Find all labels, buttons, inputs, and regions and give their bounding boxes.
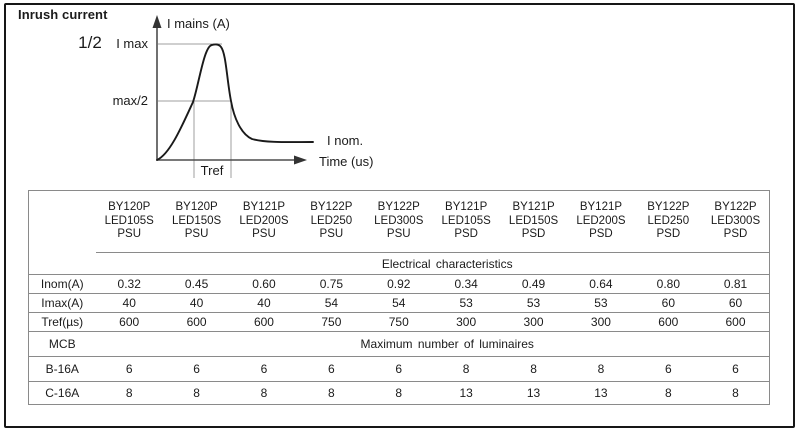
- table-cell: 8: [193, 386, 200, 400]
- table-cell: BY122P LED250 PSD: [634, 190, 703, 253]
- page-fraction-note: 1/2: [78, 33, 102, 52]
- inrush-current-chart: I mains (A) I max max/2 I nom. Time (us)…: [113, 15, 373, 178]
- table-cell: 13: [526, 386, 541, 400]
- table-row-tref: Tref(µs) 600 600 600 750 750 300 300 300 600 600: [28, 312, 770, 332]
- table-cell: 6: [634, 356, 703, 382]
- row-label-imax: Imax(A): [28, 293, 96, 313]
- table-cell: BY120P LED105S PSU: [95, 190, 163, 253]
- table-cell: 0.81: [702, 274, 770, 294]
- x-axis-arrowhead-icon: [294, 155, 307, 165]
- section-row-mcb: MCB Maximum number of luminaires: [28, 331, 770, 357]
- table-cell: 40: [230, 293, 298, 313]
- table-cell: 0.92: [365, 274, 433, 294]
- row-label-b16a: B-16A: [28, 356, 96, 382]
- row-label-tref: Tref(µs): [28, 312, 96, 332]
- table-cell: 0.45: [162, 274, 231, 294]
- table-cell: 60: [634, 293, 703, 313]
- table-cell: 6: [95, 356, 163, 382]
- table-cell: 0.64: [567, 274, 635, 294]
- table-cell: 8: [328, 386, 335, 400]
- table-cell: 54: [297, 293, 366, 313]
- table-row-inom: Inom(A) 0.32 0.45 0.60 0.75 0.92 0.34 0.49 0.64…: [28, 274, 770, 294]
- table-cell: 0.34: [432, 274, 500, 294]
- table-row-imax: Imax(A) 40 40 40 54 54 53 53 53 60 60: [28, 293, 770, 313]
- row-label-mcb: MCB: [28, 331, 96, 357]
- y-axis-label: I mains (A): [167, 16, 230, 31]
- section-row-electrical: Electrical characteristics: [28, 252, 770, 275]
- table-cell: 13: [459, 386, 473, 400]
- table-cell: 6: [365, 356, 433, 382]
- inom-label: I nom.: [327, 133, 363, 148]
- table-cell: BY121P LED105S PSD: [432, 190, 500, 253]
- table-cell: 53: [432, 293, 500, 313]
- x-axis-label: Time (us): [319, 154, 373, 169]
- table-cell: 0.75: [297, 274, 366, 294]
- table-cell: 54: [365, 293, 433, 313]
- table-cell: 8: [432, 356, 500, 382]
- table-cell: 750: [297, 312, 366, 332]
- row-label-inom: Inom(A): [28, 274, 96, 294]
- table-cell: 40: [162, 293, 231, 313]
- electrical-characteristics-table: BY120P LED105S PSU BY120P LED150S PSU BY12…: [28, 190, 770, 405]
- table-cell: BY120P LED150S PSU: [162, 190, 231, 253]
- y-axis-arrowhead-icon: [152, 15, 162, 28]
- table-cell: BY121P LED200S PSD: [567, 190, 635, 253]
- table-cell: BY122P LED250 PSU: [297, 190, 366, 253]
- halfmax-label: max/2: [113, 93, 148, 108]
- table-cell: 8: [567, 356, 635, 382]
- table-cell: 40: [95, 293, 163, 313]
- table-cell: 0.60: [230, 274, 298, 294]
- table-cell: 0.49: [499, 274, 568, 294]
- table-cell: 6: [230, 356, 298, 382]
- table-cell: 6: [702, 356, 770, 382]
- page-title: Inrush current: [18, 7, 108, 22]
- table-cell: 600: [702, 312, 770, 332]
- table-cell: 8: [732, 386, 739, 400]
- table-cell: BY121P LED150S PSD: [499, 190, 568, 253]
- row-label-c16a: C-16A: [45, 386, 80, 400]
- table-cell: 13: [594, 386, 608, 400]
- section-title-luminaires: Maximum number of luminaires: [95, 331, 770, 357]
- table-corner-cell: [29, 191, 96, 253]
- table-cell: 600: [95, 312, 163, 332]
- table-cell: 60: [702, 293, 770, 313]
- table-cell: 8: [395, 386, 403, 400]
- table-cell: 8: [499, 356, 568, 382]
- table-cell: BY121P LED200S PSU: [230, 190, 298, 253]
- table-row-c16a: C-16A 8 8 8 8 8 13 13 13 8 8: [29, 382, 770, 405]
- table-cell: 53: [567, 293, 635, 313]
- table-cell: 6: [162, 356, 231, 382]
- table-cell: BY122P LED300S PSD: [702, 190, 770, 253]
- table-cell: 0.80: [634, 274, 703, 294]
- table-cell: 300: [499, 312, 568, 332]
- table-header-row: BY120P LED105S PSU BY120P LED150S PSU BY12…: [29, 190, 770, 253]
- table-cell: 8: [260, 386, 268, 400]
- empty-label-cell: [28, 252, 96, 275]
- table-cell: 750: [365, 312, 433, 332]
- table-cell: 300: [567, 312, 635, 332]
- table-cell: 600: [230, 312, 298, 332]
- table-cell: BY122P LED300S PSU: [365, 190, 433, 253]
- tref-label: Tref: [201, 163, 224, 178]
- imax-label: I max: [116, 36, 148, 51]
- section-title-electrical: Electrical characteristics: [95, 252, 770, 275]
- table-cell: 8: [125, 386, 133, 400]
- table-cell: 0.32: [95, 274, 163, 294]
- inrush-current-curve: [156, 43, 314, 161]
- table-cell: 8: [664, 386, 672, 400]
- table-cell: 53: [499, 293, 568, 313]
- table-cell: 600: [162, 312, 231, 332]
- table-cell: 600: [634, 312, 703, 332]
- table-cell: 300: [432, 312, 500, 332]
- table-cell: 6: [297, 356, 366, 382]
